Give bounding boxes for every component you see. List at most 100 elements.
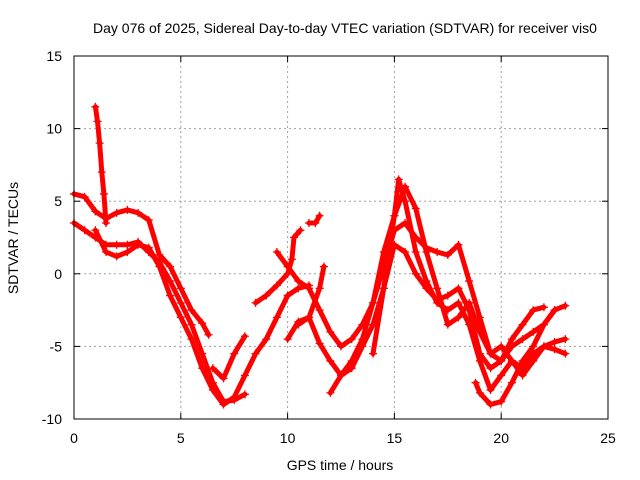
series-line: [295, 264, 327, 328]
data-point: [144, 216, 153, 225]
data-point: [390, 211, 399, 220]
y-tick-label: 0: [54, 266, 62, 282]
data-point: [251, 298, 260, 307]
data-point: [240, 390, 249, 399]
series-line: [370, 176, 568, 393]
data-point: [80, 192, 89, 201]
data-point: [379, 248, 388, 257]
data-point: [176, 284, 185, 293]
data-point: [198, 319, 207, 328]
grid: [74, 56, 608, 419]
data-point: [287, 255, 296, 264]
data-point: [304, 313, 313, 322]
data-point: [326, 327, 335, 336]
data-point: [123, 240, 132, 249]
series-arc-12: [294, 262, 328, 329]
data-point: [283, 291, 292, 300]
x-tick-label: 15: [387, 430, 403, 446]
data-point: [290, 233, 299, 242]
data-point: [240, 371, 249, 380]
data-point: [454, 313, 463, 322]
data-point: [443, 291, 452, 300]
data-point: [497, 397, 506, 406]
data-point: [401, 197, 410, 206]
data-point: [475, 388, 484, 397]
data-point: [394, 175, 403, 184]
y-tick-label: 10: [46, 121, 62, 137]
data-point: [497, 342, 506, 351]
data-point: [296, 226, 305, 235]
data-point: [471, 378, 480, 387]
data-point: [262, 335, 271, 344]
data-point: [294, 320, 303, 329]
data-point: [433, 298, 442, 307]
data-point: [539, 303, 548, 312]
data-point: [123, 205, 132, 214]
data-point: [326, 356, 335, 365]
data-series: [70, 102, 570, 409]
y-tick-label: 15: [46, 48, 62, 64]
data-point: [465, 277, 474, 286]
data-point: [315, 211, 324, 220]
y-tick-label: -10: [42, 411, 62, 427]
data-point: [208, 364, 217, 373]
x-tick-label: 10: [280, 430, 296, 446]
data-point: [475, 313, 484, 322]
data-point: [294, 284, 303, 293]
data-point: [497, 356, 506, 365]
data-point: [561, 301, 570, 310]
series-arc-7: [272, 218, 548, 365]
series-arc-6: [251, 226, 305, 307]
data-point: [208, 385, 217, 394]
data-point: [486, 364, 495, 373]
data-point: [219, 400, 228, 409]
data-point: [539, 320, 548, 329]
data-point: [144, 243, 153, 252]
data-point: [155, 250, 164, 259]
data-point: [550, 345, 559, 354]
x-tick-label: 25: [600, 430, 616, 446]
data-point: [358, 335, 367, 344]
data-point: [486, 400, 495, 409]
data-point: [454, 284, 463, 293]
data-point: [507, 356, 516, 365]
series-line: [210, 333, 248, 381]
data-point: [251, 349, 260, 358]
series-line: [306, 213, 323, 226]
data-point: [219, 374, 228, 383]
data-point: [369, 298, 378, 307]
data-point: [166, 262, 175, 271]
data-point: [93, 117, 102, 126]
data-point: [204, 330, 213, 339]
data-point: [326, 388, 335, 397]
data-point: [112, 208, 121, 217]
data-point: [166, 291, 175, 300]
chart-title: Day 076 of 2025, Sidereal Day-to-day VTE…: [93, 20, 597, 36]
data-point: [294, 277, 303, 286]
data-point: [99, 189, 108, 198]
data-point: [187, 320, 196, 329]
data-point: [91, 207, 100, 216]
data-point: [443, 306, 452, 315]
data-point: [134, 208, 143, 217]
data-point: [497, 371, 506, 380]
data-point: [315, 339, 324, 348]
data-point: [561, 335, 570, 344]
data-point: [187, 306, 196, 315]
data-point: [465, 298, 474, 307]
data-point: [507, 378, 516, 387]
data-point: [454, 240, 463, 249]
data-point: [475, 356, 484, 365]
data-point: [401, 248, 410, 257]
data-point: [539, 342, 548, 351]
data-point: [443, 320, 452, 329]
data-point: [230, 349, 239, 358]
data-point: [411, 269, 420, 278]
data-point: [486, 385, 495, 394]
data-point: [550, 338, 559, 347]
data-point: [379, 284, 388, 293]
data-point: [529, 327, 538, 336]
data-point: [411, 248, 420, 257]
data-point: [518, 335, 527, 344]
y-tick-label: -5: [50, 338, 63, 354]
